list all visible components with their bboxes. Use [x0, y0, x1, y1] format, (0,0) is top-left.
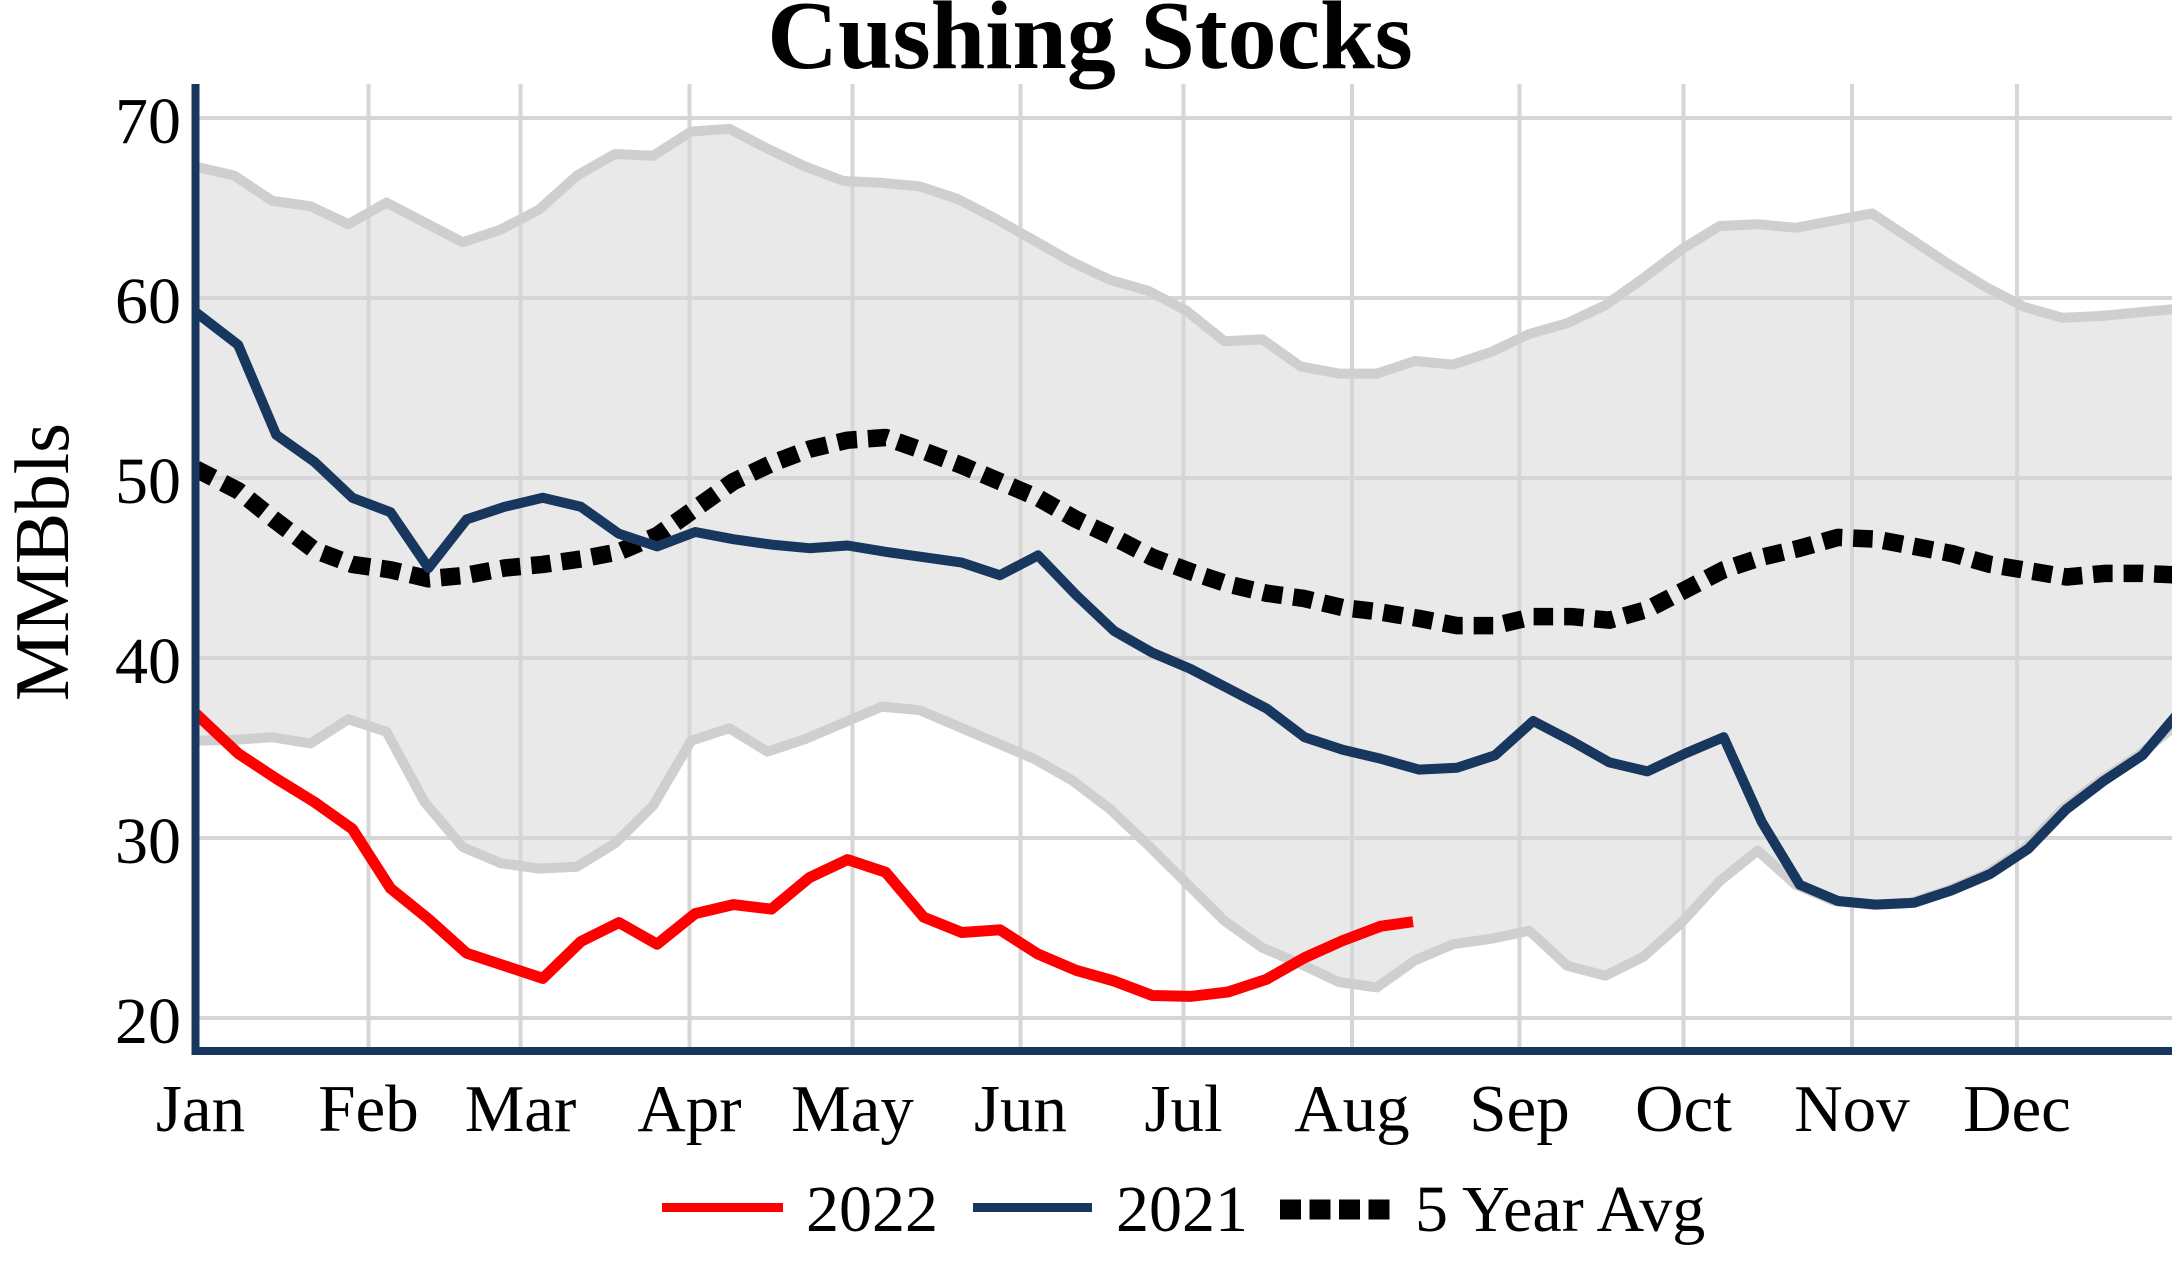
svg-text:Sep: Sep	[1469, 1072, 1570, 1146]
svg-text:Jan: Jan	[156, 1072, 245, 1146]
svg-text:2021: 2021	[1116, 1173, 1248, 1246]
svg-text:Jun: Jun	[974, 1072, 1067, 1146]
svg-text:Aug: Aug	[1294, 1072, 1409, 1146]
svg-text:5 Year Avg: 5 Year Avg	[1415, 1173, 1705, 1246]
svg-text:Feb: Feb	[318, 1072, 419, 1146]
svg-text:50: 50	[115, 445, 181, 518]
svg-text:Nov: Nov	[1794, 1072, 1910, 1146]
svg-text:Apr: Apr	[637, 1072, 741, 1146]
svg-text:2022: 2022	[806, 1173, 938, 1246]
svg-text:30: 30	[115, 805, 181, 878]
svg-text:Oct: Oct	[1635, 1072, 1732, 1146]
svg-text:MMBbls: MMBbls	[0, 423, 85, 701]
svg-text:Dec: Dec	[1963, 1072, 2071, 1146]
svg-text:Cushing Stocks: Cushing Stocks	[767, 0, 1412, 90]
svg-text:Mar: Mar	[465, 1072, 577, 1146]
svg-text:40: 40	[115, 625, 181, 698]
svg-text:May: May	[791, 1072, 914, 1146]
svg-text:Jul: Jul	[1144, 1072, 1222, 1146]
svg-text:70: 70	[115, 85, 181, 158]
svg-text:60: 60	[115, 265, 181, 338]
svg-text:20: 20	[115, 985, 181, 1058]
